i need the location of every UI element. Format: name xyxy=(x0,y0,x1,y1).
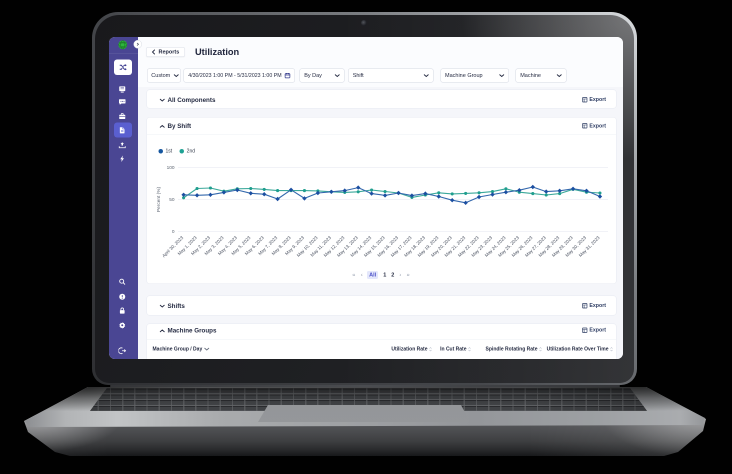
svg-text:100: 100 xyxy=(167,165,175,171)
svg-text:Percent (%): Percent (%) xyxy=(156,187,162,212)
svg-text:0: 0 xyxy=(172,229,175,235)
svg-text:50: 50 xyxy=(169,197,175,203)
